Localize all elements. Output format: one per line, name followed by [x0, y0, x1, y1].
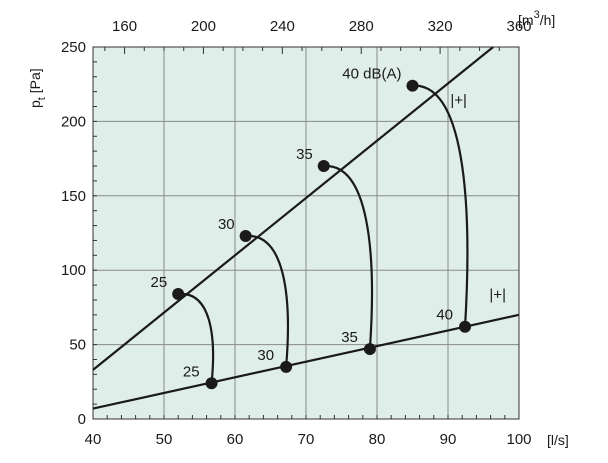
lower-point-30 [280, 360, 293, 373]
top-tick-label: 360 [506, 18, 531, 35]
system-lines [92, 46, 520, 410]
upper-point-25 [172, 288, 185, 301]
y-tick-label: 0 [78, 411, 86, 428]
top-tick-label: 200 [191, 18, 216, 35]
lower-point-35 [363, 343, 376, 356]
x-axis-ticks: 40 50 60 70 80 90 100 [85, 431, 532, 448]
y-tick-label: 250 [61, 39, 86, 56]
lower-curve-label: 40 [436, 307, 453, 324]
lower-curve-label: 25 [183, 363, 200, 380]
line-marker-lower: |+| [489, 287, 506, 304]
upper-point-30 [239, 229, 252, 242]
lower-point-40 [459, 320, 472, 333]
line-marker-upper: |+| [450, 92, 467, 109]
noise-curve-30 [245, 234, 290, 368]
minor-ticks [92, 46, 520, 420]
y-tick-label: 50 [69, 337, 86, 354]
x-tick-label: 80 [369, 431, 386, 448]
upper-curve-label: 30 [218, 216, 235, 233]
curve-labels: 25 25 30 30 35 35 40 dB(A) 40 |+| |+| [151, 66, 506, 381]
system-line-lower [92, 313, 520, 410]
upper-curve-label: 25 [151, 274, 168, 291]
top-tick-label: 320 [428, 18, 453, 35]
y-tick-label: 200 [61, 113, 86, 130]
x-tick-label: 90 [440, 431, 457, 448]
top-axis-label: [m3/h] [518, 9, 555, 28]
x-axis-label: [l/s] [547, 432, 569, 448]
lower-curve-label: 30 [257, 347, 274, 364]
x-tick-label: 40 [85, 431, 102, 448]
y-axis-label: pt [Pa] [27, 68, 48, 108]
y-tick-label: 150 [61, 188, 86, 205]
system-line-upper [92, 46, 494, 371]
top-tick-label: 280 [349, 18, 374, 35]
top-axis-ticks: 160 200 240 280 320 360 [112, 18, 531, 35]
upper-point-35 [317, 160, 330, 173]
x-tick-label: 70 [298, 431, 315, 448]
noise-curve-35 [323, 164, 374, 350]
top-tick-label: 160 [112, 18, 137, 35]
upper-curve-label: 35 [296, 146, 313, 163]
lower-curve-label: 35 [341, 329, 358, 346]
operating-points [172, 79, 472, 390]
upper-point-40 [406, 79, 419, 92]
x-tick-label: 60 [227, 431, 244, 448]
x-tick-label: 100 [506, 431, 531, 448]
y-axis-ticks: 0 50 100 150 200 250 [61, 39, 86, 428]
upper-curve-label: 40 dB(A) [342, 66, 401, 83]
noise-curve-25 [178, 292, 215, 384]
lower-point-25 [205, 377, 218, 390]
x-tick-label: 50 [156, 431, 173, 448]
noise-curves [178, 84, 469, 384]
noise-curve-40 [412, 84, 469, 327]
y-tick-label: 100 [61, 262, 86, 279]
top-tick-label: 240 [270, 18, 295, 35]
